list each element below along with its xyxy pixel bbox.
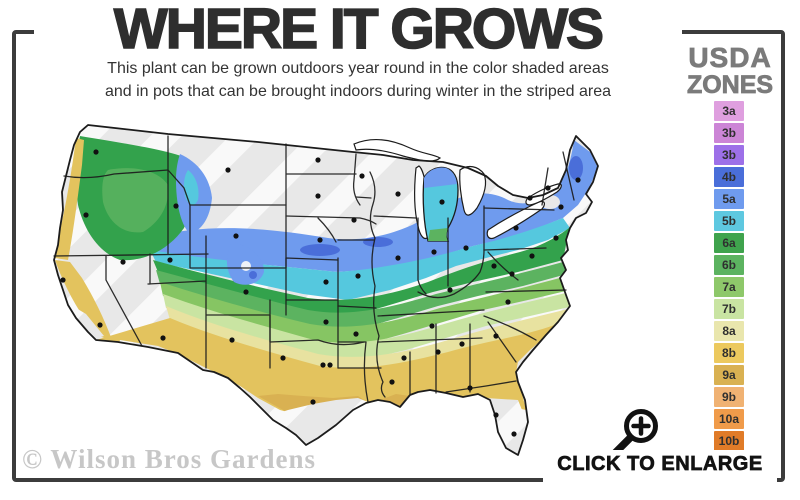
legend-zone-chip-13: 9b <box>714 387 744 407</box>
city-dot <box>327 362 333 368</box>
city-dot <box>447 287 453 293</box>
city-dots <box>60 149 581 437</box>
city-dot <box>553 235 559 241</box>
legend-zone-chip-4: 5a <box>714 189 744 209</box>
city-dot <box>575 177 581 183</box>
city-dot <box>60 277 66 283</box>
city-dot <box>529 253 535 259</box>
legend-zone-chip-2: 3b <box>714 145 744 165</box>
usda-zone-list: 3a 3b 3b 4b 5a 5b 6a 6b 7a 7b 8a 8b 9a 9b 10a 10b <box>714 101 744 453</box>
legend-zone-chip-15: 10b <box>714 431 744 451</box>
city-dot <box>310 399 316 405</box>
michigan-mitten <box>422 166 459 242</box>
legend-zone-chip-7: 6b <box>714 255 744 275</box>
city-dot <box>315 157 321 163</box>
click-to-enlarge-button[interactable]: CLICK TO ENLARGE <box>543 450 777 482</box>
city-dot <box>491 263 497 269</box>
city-dot <box>120 259 126 265</box>
city-dot <box>323 319 329 325</box>
legend-zone-chip-10: 8a <box>714 321 744 341</box>
city-dot <box>83 212 89 218</box>
city-dot <box>351 217 357 223</box>
subtitle: This plant can be grown outdoors year ro… <box>38 58 678 103</box>
city-dot <box>459 341 465 347</box>
city-dot <box>243 289 249 295</box>
city-dot <box>323 279 329 285</box>
city-dot <box>505 299 511 305</box>
zone-band-7b <box>163 292 574 360</box>
city-dot <box>467 385 473 391</box>
city-dot <box>395 255 401 261</box>
city-dot <box>509 271 515 277</box>
city-dot <box>355 273 361 279</box>
florida-striped-area <box>486 398 526 455</box>
usda-zone-map[interactable] <box>18 110 668 487</box>
usda-label: USDA <box>688 42 772 73</box>
coast-gold-strip <box>55 138 84 260</box>
zones-label: ZONES <box>686 71 774 99</box>
zone-shading <box>54 125 598 455</box>
city-dot <box>545 185 551 191</box>
city-dot <box>225 167 231 173</box>
zone-band-7a <box>160 276 570 346</box>
legend-zone-chip-8: 7a <box>714 277 744 297</box>
city-dot <box>233 233 239 239</box>
zone-band-8a <box>166 306 572 372</box>
legend-zone-chip-12: 9a <box>714 365 744 385</box>
city-dot <box>395 191 401 197</box>
city-dot <box>558 204 564 210</box>
city-dot <box>435 349 441 355</box>
legend-zone-chip-6: 6a <box>714 233 744 253</box>
city-dot <box>401 355 407 361</box>
city-dot <box>315 193 321 199</box>
city-dot <box>389 379 395 385</box>
city-dot <box>493 412 499 418</box>
header: WHERE IT GROWS This plant can be grown o… <box>34 0 682 105</box>
subtitle-line2: and in pots that can be brought indoors … <box>104 82 612 100</box>
legend-zone-chip-1: 3b <box>714 123 744 143</box>
legend-zone-chip-11: 8b <box>714 343 744 363</box>
city-dot <box>359 173 365 179</box>
zone-band-8b <box>96 318 562 428</box>
zone-band-6a <box>153 215 580 316</box>
city-dot <box>160 335 166 341</box>
legend-zone-chip-9: 7b <box>714 299 744 319</box>
city-dot <box>463 245 469 251</box>
city-dot <box>93 149 99 155</box>
legend-zone-chip-14: 10a <box>714 409 744 429</box>
city-dot <box>429 323 435 329</box>
city-dot <box>513 225 519 231</box>
city-dot <box>97 322 103 328</box>
great-lakes <box>353 139 562 240</box>
city-dot <box>167 257 173 263</box>
legend-zone-chip-3: 4b <box>714 167 744 187</box>
legend-zone-chip-0: 3a <box>714 101 744 121</box>
us-outline <box>53 124 599 456</box>
city-dot <box>320 362 326 368</box>
legend-zone-chip-5: 5b <box>714 211 744 231</box>
city-dot <box>511 431 517 437</box>
city-dot <box>229 337 235 343</box>
page-title: WHERE IT GROWS <box>113 0 605 61</box>
usda-zones-heading: USDA ZONES <box>676 42 784 99</box>
city-dot <box>439 199 445 205</box>
city-dot <box>173 203 179 209</box>
zone-band-5a <box>148 140 598 272</box>
state-borders <box>53 135 575 403</box>
city-dot <box>317 237 323 243</box>
lake-huron <box>459 165 487 216</box>
lake-erie <box>486 200 545 240</box>
subtitle-line1: This plant can be grown outdoors year ro… <box>107 60 609 78</box>
city-dot <box>493 333 499 339</box>
city-dot <box>431 249 437 255</box>
watermark: © Wilson Bros Gardens <box>22 444 316 474</box>
city-dot <box>353 331 359 337</box>
city-dot <box>280 355 286 361</box>
city-dot <box>527 195 533 201</box>
